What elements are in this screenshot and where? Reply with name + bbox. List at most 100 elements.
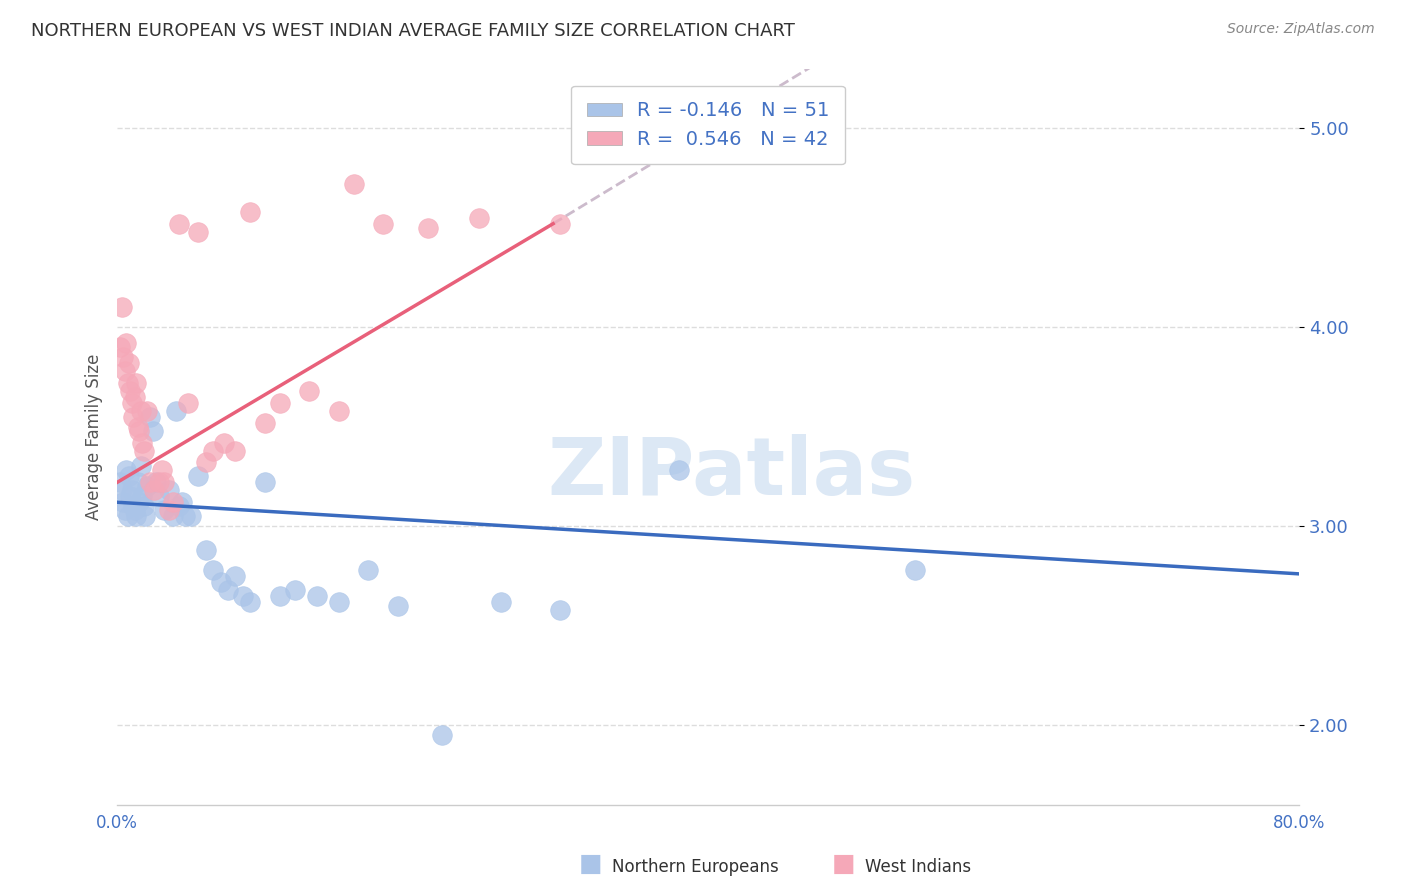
Point [269, 396, 291, 410]
Point [269, 589, 291, 603]
Text: West Indians: West Indians [865, 858, 970, 876]
Point [125, 376, 148, 390]
Point [224, 443, 246, 458]
Point [162, 509, 184, 524]
Point [108, 340, 131, 354]
Point [328, 403, 350, 417]
Point [387, 599, 409, 613]
Point [145, 475, 167, 490]
Point [187, 225, 209, 239]
Point [135, 403, 157, 417]
Point [202, 563, 225, 577]
Point [120, 384, 142, 398]
Point [111, 483, 134, 498]
Point [122, 409, 145, 424]
Point [121, 483, 143, 498]
Point [224, 569, 246, 583]
Point [129, 403, 152, 417]
Point [150, 463, 173, 477]
Text: ZIPatlas: ZIPatlas [548, 434, 917, 512]
Point [239, 595, 262, 609]
Point [135, 479, 157, 493]
Point [148, 475, 170, 490]
Point [115, 336, 138, 351]
Point [194, 543, 217, 558]
Point [138, 409, 160, 424]
Y-axis label: Average Family Size: Average Family Size [86, 353, 103, 520]
Point [138, 475, 160, 490]
Point [343, 177, 366, 191]
Point [357, 563, 380, 577]
Point [121, 396, 143, 410]
Point [162, 495, 184, 509]
Point [305, 589, 328, 603]
Text: Northern Europeans: Northern Europeans [612, 858, 779, 876]
Point [157, 483, 180, 498]
Point [177, 396, 200, 410]
Point [124, 503, 146, 517]
Point [432, 728, 454, 742]
Point [108, 475, 131, 490]
Point [550, 217, 572, 231]
Point [157, 503, 180, 517]
Point [143, 483, 166, 498]
Point [174, 509, 197, 524]
Point [127, 419, 149, 434]
Point [118, 356, 141, 370]
Point [142, 424, 165, 438]
Point [124, 390, 146, 404]
Point [253, 416, 276, 430]
Point [194, 455, 217, 469]
Point [239, 204, 262, 219]
Point [148, 489, 170, 503]
Point [328, 595, 350, 609]
Point [132, 500, 155, 514]
Point [232, 589, 254, 603]
Point [153, 503, 176, 517]
Point [125, 509, 148, 524]
Text: Source: ZipAtlas.com: Source: ZipAtlas.com [1227, 22, 1375, 37]
Point [134, 509, 156, 524]
Point [117, 509, 139, 524]
Point [283, 582, 305, 597]
Point [112, 350, 135, 364]
Point [167, 500, 190, 514]
Point [180, 509, 202, 524]
Point [127, 475, 149, 490]
Text: NORTHERN EUROPEAN VS WEST INDIAN AVERAGE FAMILY SIZE CORRELATION CHART: NORTHERN EUROPEAN VS WEST INDIAN AVERAGE… [31, 22, 794, 40]
Point [117, 376, 139, 390]
Point [111, 300, 134, 314]
Point [298, 384, 321, 398]
Point [132, 443, 155, 458]
Point [128, 495, 150, 509]
Point [131, 435, 153, 450]
Point [112, 495, 135, 509]
Point [114, 364, 136, 378]
Point [167, 217, 190, 231]
Point [114, 503, 136, 517]
Legend: R = -0.146   N = 51, R =  0.546   N = 42: R = -0.146 N = 51, R = 0.546 N = 42 [571, 86, 845, 164]
Point [153, 475, 176, 490]
Text: ■: ■ [832, 852, 855, 876]
Point [128, 424, 150, 438]
Text: ■: ■ [579, 852, 602, 876]
Point [373, 217, 395, 231]
Point [118, 469, 141, 483]
Point [217, 582, 239, 597]
Point [129, 459, 152, 474]
Point [131, 489, 153, 503]
Point [187, 469, 209, 483]
Point [468, 211, 491, 225]
Point [253, 475, 276, 490]
Point [122, 500, 145, 514]
Point [416, 220, 439, 235]
Point [550, 603, 572, 617]
Point [491, 595, 513, 609]
Point [212, 435, 235, 450]
Point [115, 463, 138, 477]
Point [209, 574, 232, 589]
Point [904, 563, 927, 577]
Point [165, 403, 187, 417]
Point [202, 443, 225, 458]
Point [120, 489, 142, 503]
